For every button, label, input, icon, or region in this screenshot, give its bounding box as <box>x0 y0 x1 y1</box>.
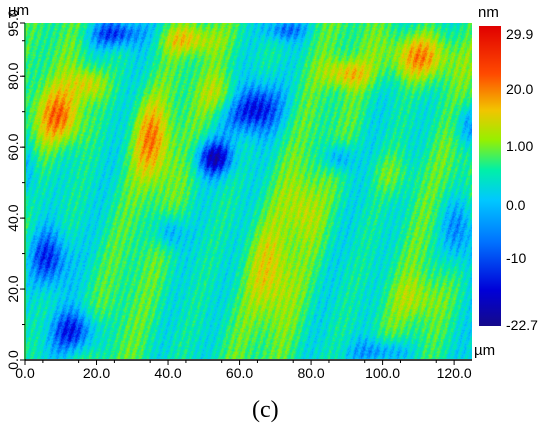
x-tick-label: 40.0 <box>154 365 181 381</box>
x-tick-label: 100.0 <box>365 365 400 381</box>
height-map-image <box>26 23 472 359</box>
height-map <box>26 23 472 359</box>
colorbar-tick-label: 0.0 <box>506 197 526 213</box>
y-tick-label: 60.0 <box>5 133 21 160</box>
y-tick-label: 0.0 <box>5 350 21 370</box>
y-tick-label: 80.0 <box>5 62 21 89</box>
y-unit-label: µm <box>8 2 30 19</box>
x-axis: 0.0 20.0 40.0 60.0 80.0 100.0 120.0 <box>15 360 472 381</box>
colorbar-tick-label: -10 <box>506 250 526 266</box>
y-tick-label: 20.0 <box>5 275 21 302</box>
y-tick-label: 40.0 <box>5 204 21 231</box>
x-unit-label: µm <box>474 342 496 359</box>
x-tick-label: 20.0 <box>83 365 110 381</box>
colorbar-tick-label: 29.9 <box>506 26 533 42</box>
colorbar <box>479 26 501 326</box>
colorbar-tick-label: -22.7 <box>506 317 538 333</box>
x-tick-label: 0.0 <box>15 365 35 381</box>
colorbar-labels: 29.9 20.0 1.00 0.0 -10 -22.7 <box>506 26 538 333</box>
figure-caption: (c) <box>252 397 279 423</box>
colorbar-tick-label: 1.00 <box>506 138 533 154</box>
y-axis: 0.0 20.0 40.0 60.0 80.0 95.0 <box>5 9 25 370</box>
y-tick-label: 95.0 <box>5 9 21 36</box>
x-tick-label: 120.0 <box>437 365 472 381</box>
colorbar-tick-label: 20.0 <box>506 81 533 97</box>
colorbar-unit-label: nm <box>478 4 499 21</box>
x-tick-label: 80.0 <box>297 365 324 381</box>
x-tick-label: 60.0 <box>226 365 253 381</box>
